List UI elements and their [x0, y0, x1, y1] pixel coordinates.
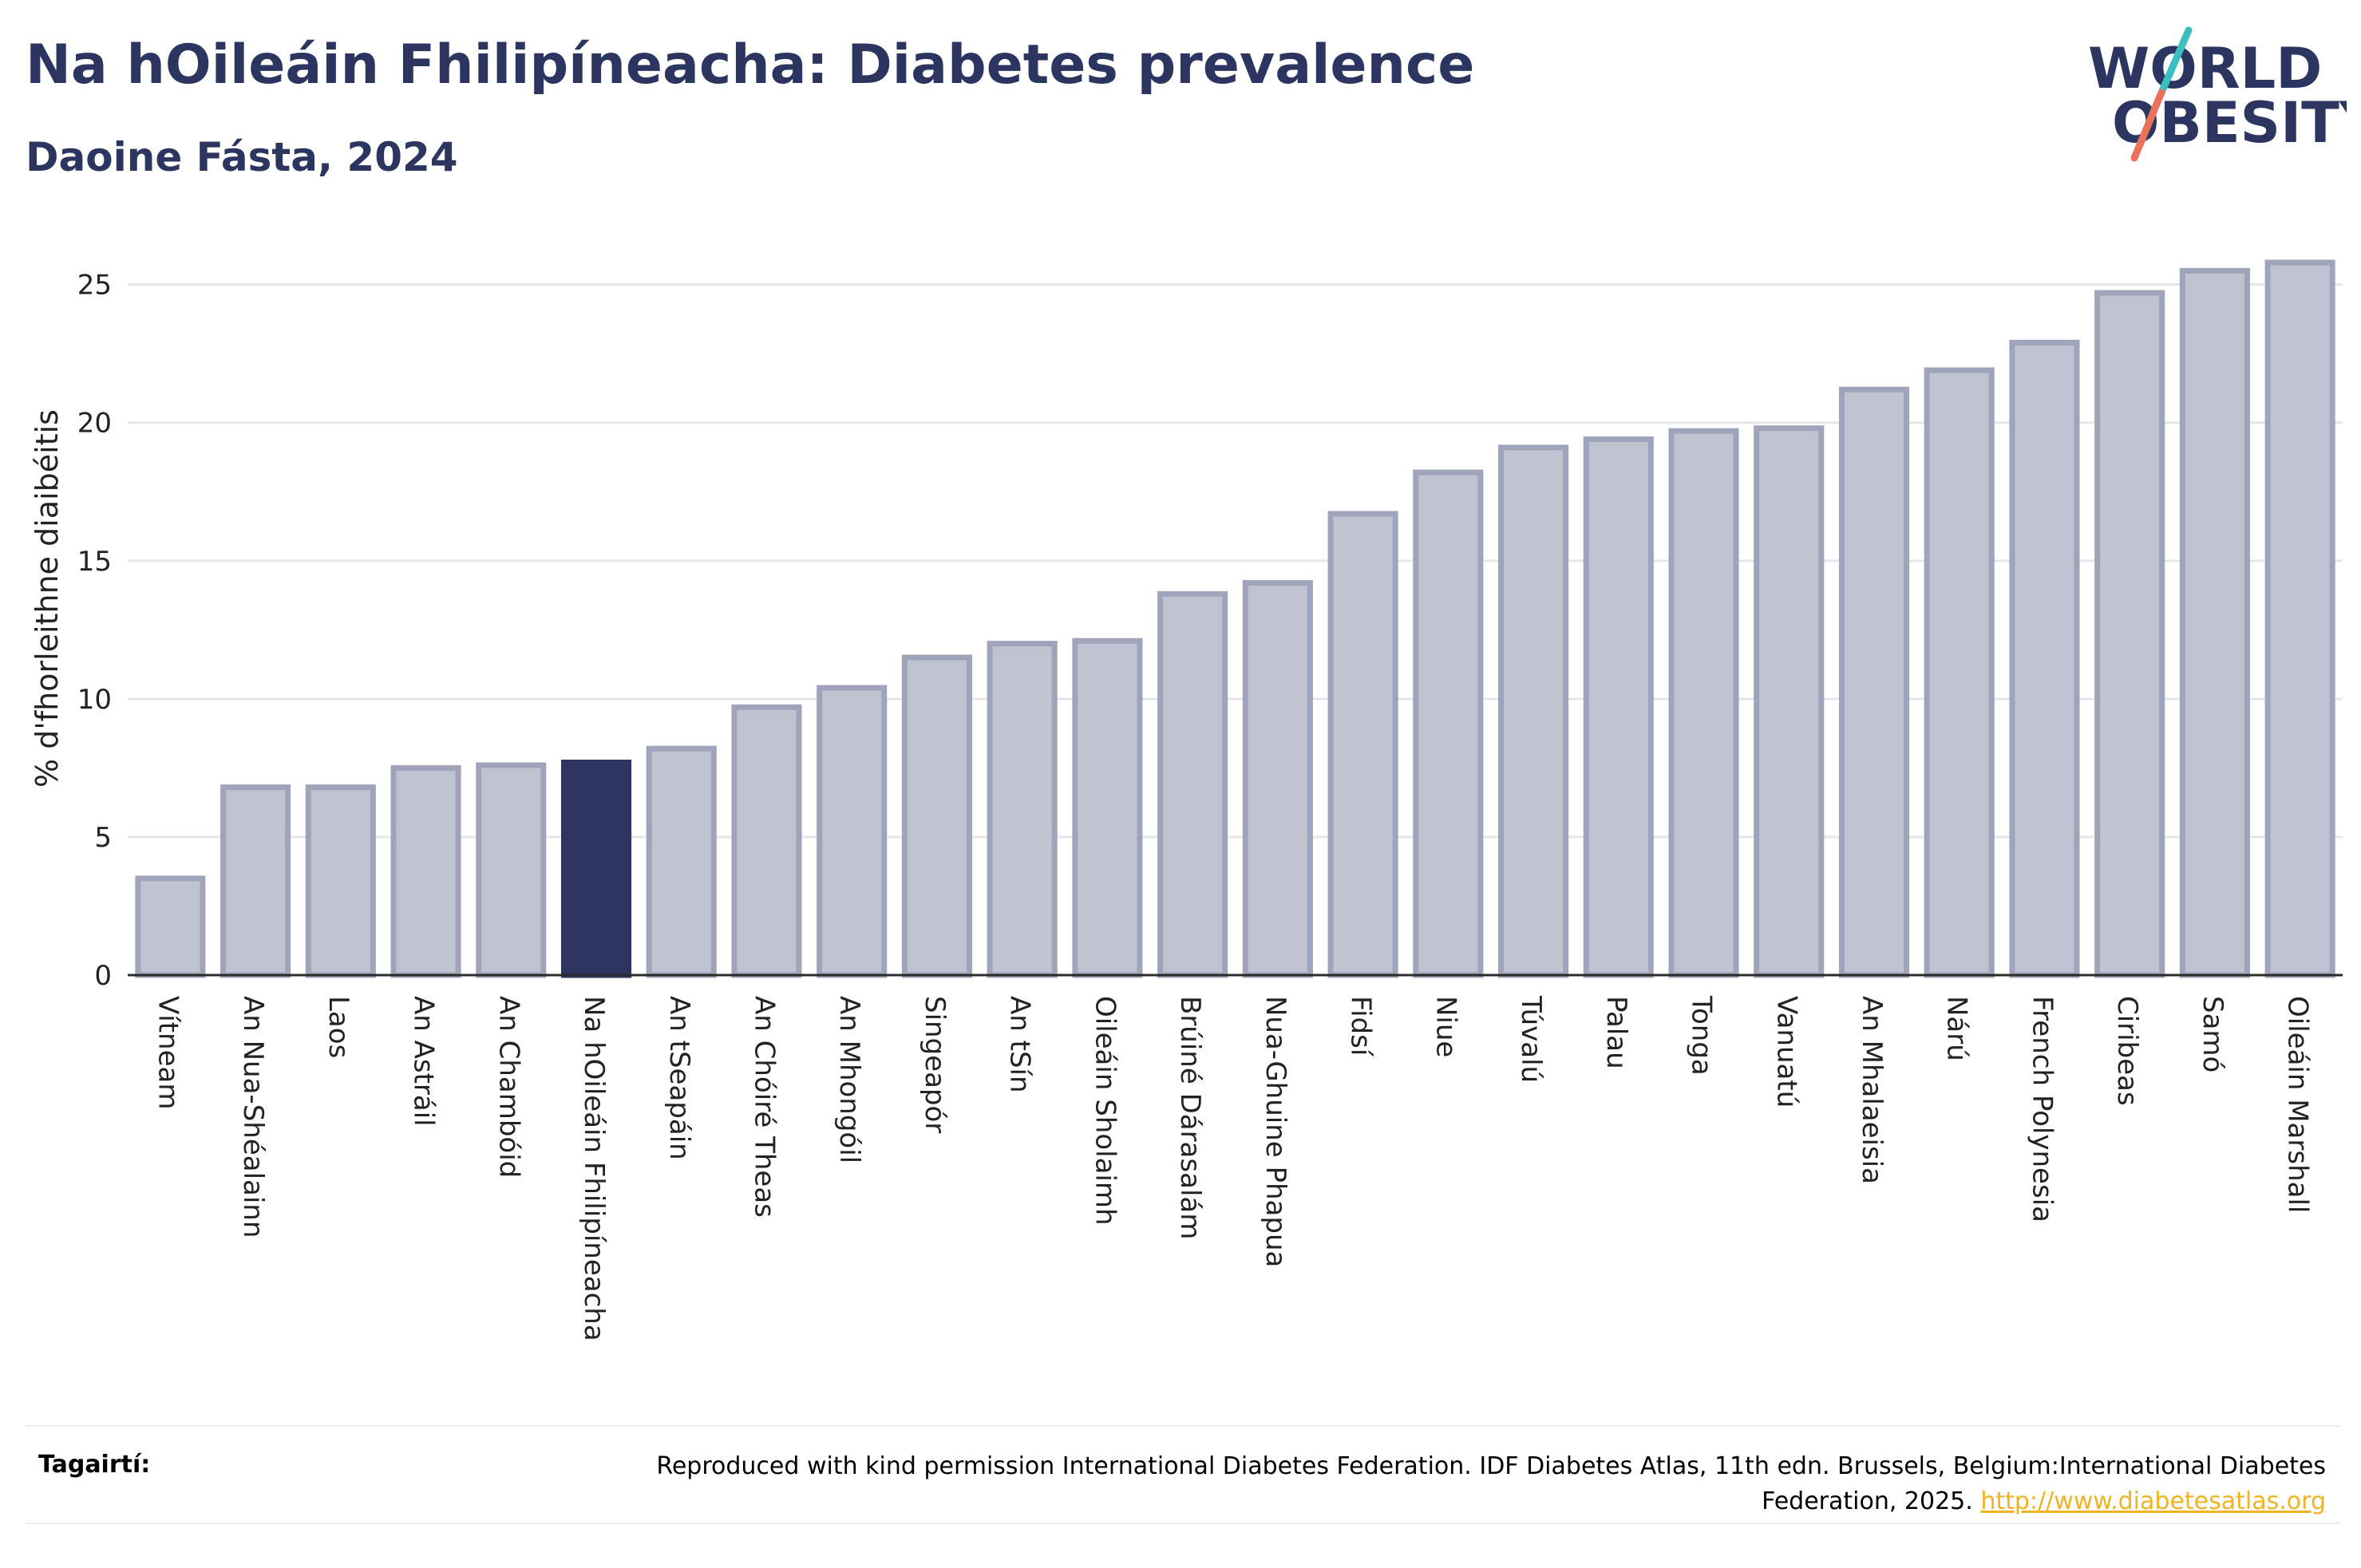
footer-top-rule	[26, 1425, 2340, 1427]
x-tick-label: Vítneam	[152, 996, 184, 1109]
bar	[987, 641, 1058, 978]
logo-slash-teal	[2157, 26, 2193, 97]
x-tick-label: Palau	[1600, 996, 1632, 1069]
diabetes-prevalence-bar-chart: 0 5 10 15 20 25 Vítneam An Nua-Shéalainn Laos An…	[30, 259, 2343, 1341]
bar	[1838, 386, 1910, 978]
x-tick-label: Vanuatú	[1770, 996, 1802, 1108]
x-tick-label: An Mhongóil	[833, 996, 865, 1163]
bar	[2264, 259, 2335, 978]
bar	[817, 685, 888, 978]
bar	[1668, 428, 1739, 978]
y-tick-label: 15	[77, 546, 112, 578]
references-text: Reproduced with kind permission Internat…	[559, 1449, 2326, 1519]
y-axis-ticks: 0 5 10 15 20 25	[77, 270, 112, 992]
logo-word-world: WORLD	[2088, 36, 2322, 101]
x-tick-label: Oileáin Marshall	[2282, 996, 2314, 1213]
bar	[476, 762, 547, 978]
x-tick-label: Laos	[322, 996, 354, 1058]
x-tick-label: An tSín	[1004, 996, 1036, 1093]
world-obesity-logo: WORLD OBESITY	[2088, 26, 2347, 162]
x-tick-label: French Polynesia	[2026, 996, 2058, 1222]
logo-slash-coral	[2130, 89, 2165, 162]
bars	[135, 259, 2335, 978]
bar	[1157, 590, 1228, 978]
bar	[305, 784, 376, 978]
bar	[1327, 511, 1398, 978]
bar	[560, 759, 632, 978]
bar	[731, 704, 802, 978]
x-tick-label: An Chóiré Theas	[748, 996, 780, 1218]
bar	[1413, 469, 1484, 978]
x-tick-label: Fidsí	[1345, 996, 1377, 1057]
bar	[1498, 444, 1569, 978]
bar	[135, 875, 206, 978]
bar	[2179, 267, 2250, 978]
x-tick-label: Ciribeas	[2111, 996, 2143, 1106]
x-tick-label: Singeapór	[919, 996, 951, 1133]
bar	[220, 784, 291, 978]
x-tick-label: An Chambóid	[492, 996, 524, 1178]
bar	[1924, 367, 1995, 978]
x-tick-label: An Nua-Shéalainn	[237, 996, 269, 1238]
y-tick-label: 25	[77, 270, 112, 302]
bar	[2009, 339, 2080, 978]
x-tick-label: Na hOileáin Fhilipíneacha	[578, 996, 610, 1341]
references-label: Tagairtí:	[38, 1451, 151, 1479]
bar	[1754, 425, 1825, 978]
x-tick-label: Nárú	[1941, 996, 1973, 1061]
x-axis-labels: Vítneam An Nua-Shéalainn Laos An Astráil An …	[152, 995, 2313, 1341]
x-tick-label: Samó	[2197, 996, 2229, 1072]
x-tick-label: Niue	[1430, 996, 1461, 1057]
bar	[1072, 638, 1143, 978]
x-tick-label: An Astráil	[408, 996, 440, 1127]
bar	[390, 764, 461, 978]
x-tick-label: An Mhalaeisia	[1856, 996, 1888, 1184]
x-tick-label: Nua-Ghuine Phapua	[1260, 996, 1291, 1267]
references-citation: Reproduced with kind permission Internat…	[656, 1452, 2326, 1515]
bar	[646, 745, 717, 978]
x-tick-label: An tSeapáin	[663, 996, 695, 1160]
chart-title: Na hOileáin Fhilipíneacha: Diabetes prev…	[26, 34, 1475, 97]
x-tick-label: Tonga	[1686, 995, 1718, 1076]
bar	[901, 654, 973, 978]
chart-subtitle: Daoine Fásta, 2024	[26, 134, 458, 180]
y-tick-label: 0	[94, 960, 112, 992]
references-link[interactable]: http://www.diabetesatlas.org	[1980, 1487, 2326, 1515]
footer-bottom-rule	[26, 1523, 2340, 1524]
x-tick-label: Oileáin Sholaimh	[1089, 996, 1121, 1226]
y-tick-label: 10	[77, 684, 112, 716]
bar	[2094, 290, 2165, 978]
y-tick-label: 5	[94, 822, 112, 854]
bar	[1583, 436, 1654, 978]
y-tick-label: 20	[77, 408, 112, 440]
y-axis-title: % d'fhorleithne diaibéitis	[30, 409, 65, 788]
x-tick-label: Brúiné Dárasalám	[1174, 996, 1206, 1239]
x-tick-label: Túvalú	[1515, 995, 1547, 1083]
bar	[1242, 579, 1313, 978]
